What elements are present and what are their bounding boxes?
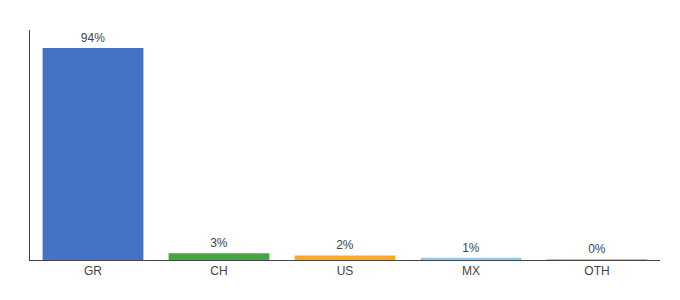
svg-text:2%: 2% [336, 238, 354, 252]
svg-text:MX: MX [462, 264, 480, 278]
svg-text:GR: GR [84, 264, 102, 278]
svg-text:0%: 0% [588, 242, 606, 256]
svg-text:1%: 1% [462, 241, 480, 255]
svg-text:US: US [337, 264, 354, 278]
svg-text:CH: CH [210, 264, 227, 278]
svg-text:OTH: OTH [584, 264, 609, 278]
svg-text:3%: 3% [210, 236, 228, 250]
svg-text:94%: 94% [81, 31, 105, 45]
